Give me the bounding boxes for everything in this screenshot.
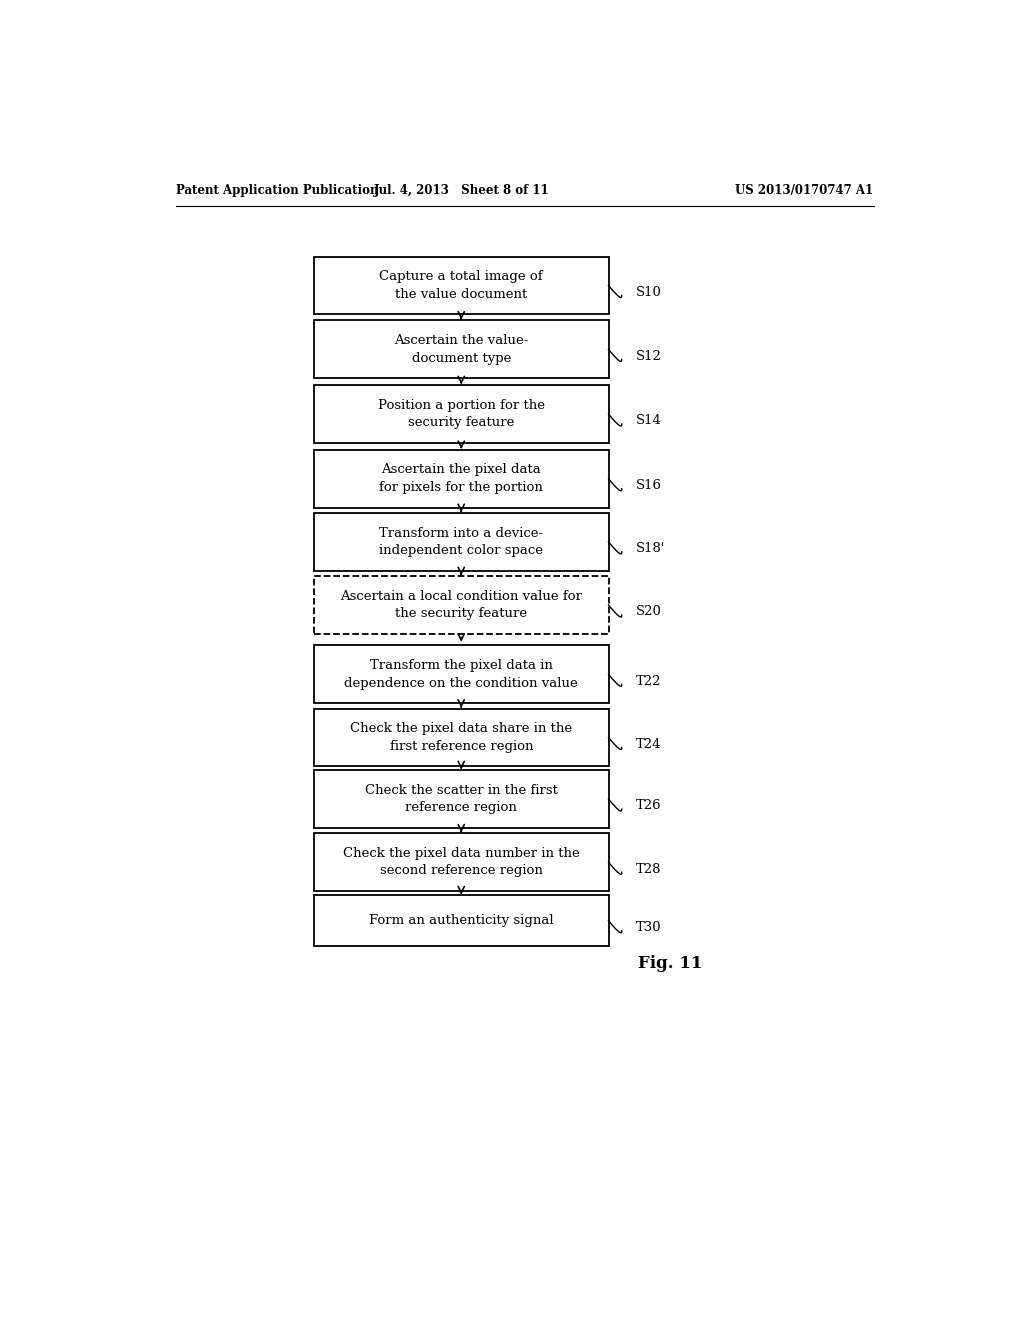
FancyBboxPatch shape xyxy=(314,321,608,379)
Text: Transform the pixel data in
dependence on the condition value: Transform the pixel data in dependence o… xyxy=(344,659,579,689)
Text: T24: T24 xyxy=(636,738,662,751)
FancyBboxPatch shape xyxy=(314,709,608,767)
Text: Form an authenticity signal: Form an authenticity signal xyxy=(369,915,554,927)
Text: Transform into a device-
independent color space: Transform into a device- independent col… xyxy=(379,527,544,557)
Text: Check the pixel data number in the
second reference region: Check the pixel data number in the secon… xyxy=(343,847,580,878)
Text: Jul. 4, 2013   Sheet 8 of 11: Jul. 4, 2013 Sheet 8 of 11 xyxy=(374,185,549,197)
Text: S18': S18' xyxy=(636,543,666,556)
FancyBboxPatch shape xyxy=(314,833,608,891)
Text: T30: T30 xyxy=(636,921,662,935)
FancyBboxPatch shape xyxy=(314,576,608,634)
FancyBboxPatch shape xyxy=(314,770,608,828)
FancyBboxPatch shape xyxy=(314,513,608,570)
Text: Capture a total image of
the value document: Capture a total image of the value docum… xyxy=(380,271,543,301)
FancyBboxPatch shape xyxy=(314,256,608,314)
FancyBboxPatch shape xyxy=(314,895,608,946)
Text: Ascertain the value-
document type: Ascertain the value- document type xyxy=(394,334,528,364)
FancyBboxPatch shape xyxy=(314,645,608,704)
Text: S10: S10 xyxy=(636,286,662,298)
Text: Fig. 11: Fig. 11 xyxy=(638,954,702,972)
Text: Ascertain a local condition value for
the security feature: Ascertain a local condition value for th… xyxy=(340,590,583,620)
Text: S12: S12 xyxy=(636,350,662,363)
Text: T28: T28 xyxy=(636,862,662,875)
Text: Position a portion for the
security feature: Position a portion for the security feat… xyxy=(378,399,545,429)
FancyBboxPatch shape xyxy=(314,385,608,444)
Text: S14: S14 xyxy=(636,414,662,428)
Text: Check the scatter in the first
reference region: Check the scatter in the first reference… xyxy=(365,784,558,814)
Text: Check the pixel data share in the
first reference region: Check the pixel data share in the first … xyxy=(350,722,572,752)
FancyBboxPatch shape xyxy=(314,450,608,508)
Text: Patent Application Publication: Patent Application Publication xyxy=(176,185,379,197)
Text: US 2013/0170747 A1: US 2013/0170747 A1 xyxy=(735,185,873,197)
Text: Ascertain the pixel data
for pixels for the portion: Ascertain the pixel data for pixels for … xyxy=(379,463,543,494)
Text: T22: T22 xyxy=(636,675,662,688)
Text: T26: T26 xyxy=(636,800,662,813)
Text: S16: S16 xyxy=(636,479,662,492)
Text: S20: S20 xyxy=(636,606,662,619)
